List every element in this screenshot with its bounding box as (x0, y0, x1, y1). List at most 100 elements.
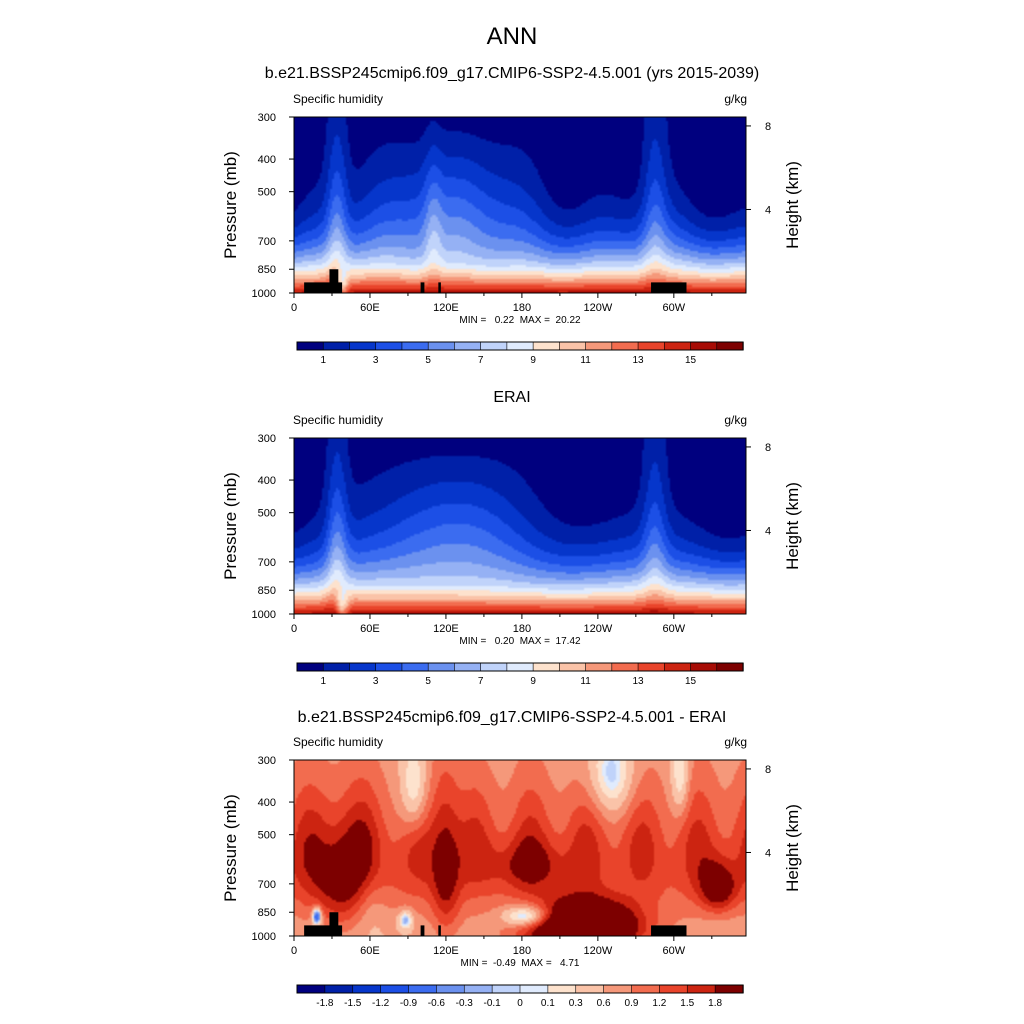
colorbar-swatch (714, 984, 744, 994)
colorbar-swatch (408, 984, 438, 994)
x-tick-label: 60E (360, 623, 380, 635)
colorbar-label: 13 (632, 676, 644, 687)
colorbar-swatch (427, 341, 456, 351)
topography-mask (651, 925, 687, 936)
colorbar-label: 1 (320, 676, 326, 687)
x-tick-label: 0 (291, 302, 297, 314)
y-tick-label: 1000 (252, 288, 276, 300)
colorbar-label: 1.5 (680, 998, 694, 1009)
variable-label: Specific humidity (293, 735, 383, 749)
colorbar-label: 5 (425, 355, 431, 366)
colorbar-swatch (506, 341, 534, 351)
colorbar-swatch (296, 341, 324, 351)
y-axis-title: Pressure (mb) (221, 151, 240, 259)
colorbar-swatch (637, 662, 665, 672)
x-tick-label: 180 (513, 302, 531, 314)
x-tick-label: 120E (433, 302, 459, 314)
x-tick-label: 0 (291, 945, 297, 957)
y-axis-right-title: Height (km) (783, 804, 802, 892)
plot-frame (293, 437, 747, 615)
right-tick-label: 8 (765, 764, 771, 776)
topography-mask (329, 269, 339, 293)
colorbar-swatch (480, 662, 508, 672)
colorbar-swatch (637, 341, 665, 351)
colorbar-swatch (686, 984, 716, 994)
colorbar-swatch (532, 341, 561, 351)
colorbar-swatch (401, 341, 429, 351)
colorbar-label: -0.6 (428, 998, 446, 1009)
topography-mask (438, 925, 441, 936)
colorbar-swatch (690, 662, 718, 672)
min-max-stats: MIN = -0.49 MAX = 4.71 (461, 958, 580, 969)
y-axis-title: Pressure (mb) (221, 472, 240, 580)
y-tick-label: 700 (258, 879, 276, 891)
colorbar-swatch (427, 662, 456, 672)
panel-diff: b.e21.BSSP245cmip6.f09_g17.CMIP6-SSP2-4.… (221, 709, 802, 1009)
topography-mask (651, 282, 687, 293)
colorbar-label: -1.8 (316, 998, 334, 1009)
min-max-stats: MIN = 0.20 MAX = 17.42 (459, 636, 581, 647)
x-tick-label: 60W (663, 302, 686, 314)
colorbar-swatch (463, 984, 493, 994)
colorbar-label: 0.6 (597, 998, 611, 1009)
right-tick-label: 4 (765, 204, 771, 216)
x-tick-label: 60W (663, 623, 686, 635)
y-tick-label: 500 (258, 187, 276, 199)
colorbar-label: 13 (632, 355, 644, 366)
y-tick-label: 700 (258, 236, 276, 248)
colorbar-swatch (480, 341, 508, 351)
x-tick-label: 120E (433, 623, 459, 635)
y-tick-label: 300 (258, 755, 276, 767)
colorbar-swatch (491, 984, 521, 994)
x-tick-label: 120W (583, 945, 612, 957)
right-tick-label: 4 (765, 525, 771, 537)
topography-mask (329, 912, 339, 936)
y-tick-label: 400 (258, 475, 276, 487)
colorbar-label: 0.9 (625, 998, 639, 1009)
chart-title: ERAI (493, 389, 530, 406)
colorbar-swatch (519, 984, 549, 994)
colorbar-label: 0.3 (569, 998, 583, 1009)
contour-field (294, 438, 746, 614)
y-axis-right-title: Height (km) (783, 161, 802, 249)
colorbar-label: 11 (580, 355, 591, 366)
colorbar-label: 0.1 (541, 998, 555, 1009)
colorbar-swatch (454, 662, 482, 672)
panel-model: b.e21.BSSP245cmip6.f09_g17.CMIP6-SSP2-4.… (221, 65, 802, 366)
colorbar-frame (296, 662, 744, 672)
colorbar-label: 1.2 (652, 998, 666, 1009)
panel-obs: ERAI Specific humidity g/kg 0 60E 120E 180 120W… (221, 389, 802, 687)
figure-title: ANN (487, 23, 538, 50)
chart-title: b.e21.BSSP245cmip6.f09_g17.CMIP6-SSP2-4.… (298, 709, 727, 726)
variable-label: Specific humidity (293, 413, 383, 427)
right-tick-label: 4 (765, 847, 771, 859)
x-tick-label: 120E (433, 945, 459, 957)
topography-mask (304, 282, 343, 293)
x-tick-label: 60E (360, 945, 380, 957)
x-tick-label: 120W (583, 623, 612, 635)
y-axis-title: Pressure (mb) (221, 794, 240, 902)
x-tick-label: 60W (663, 945, 686, 957)
x-tick-label: 60E (360, 302, 380, 314)
colorbar-swatch (716, 341, 744, 351)
colorbar-label: 15 (685, 355, 697, 366)
y-tick-label: 700 (258, 557, 276, 569)
colorbar-swatch (296, 662, 324, 672)
colorbar-swatch (454, 341, 482, 351)
x-tick-label: 180 (513, 945, 531, 957)
colorbar-swatch (716, 662, 744, 672)
plot-frame (293, 116, 747, 294)
colorbar-swatch (506, 662, 534, 672)
x-tick-label: 120W (583, 302, 612, 314)
colorbar-swatch (375, 662, 403, 672)
colorbar-label: 7 (478, 355, 484, 366)
colorbar-swatch (611, 341, 639, 351)
colorbar-swatch (401, 662, 429, 672)
colorbar-label: 0 (517, 998, 523, 1009)
y-tick-label: 1000 (252, 931, 276, 943)
colorbar-swatch (547, 984, 577, 994)
colorbar-label: -1.2 (372, 998, 390, 1009)
colorbar-swatch (585, 341, 613, 351)
colorbar-swatch (690, 341, 718, 351)
colorbar-swatch (349, 341, 377, 351)
